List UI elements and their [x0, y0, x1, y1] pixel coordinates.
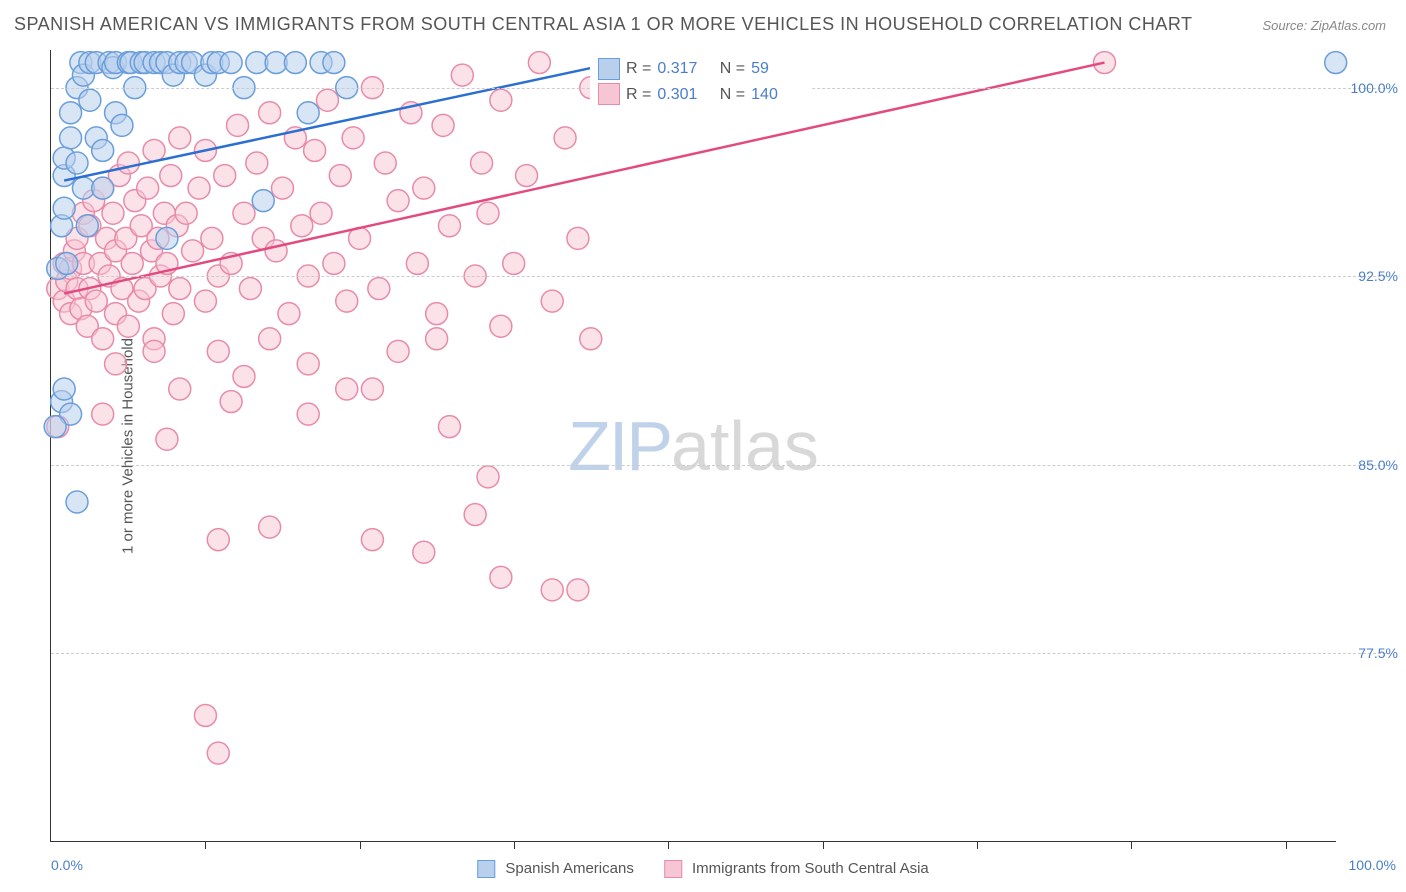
stats-r-val-1: 0.317: [657, 56, 709, 82]
stats-swatch-2: [598, 83, 620, 105]
stats-n-val-1: 59: [751, 56, 803, 82]
stats-n-label-2: N =: [715, 82, 745, 108]
stats-n-val-2: 140: [751, 82, 803, 108]
stats-r-label-1: R =: [626, 56, 651, 82]
stats-r-label-2: R =: [626, 82, 651, 108]
stats-row-2: R = 0.301 N = 140: [598, 82, 803, 108]
y-tick-label: 85.0%: [1358, 457, 1398, 473]
legend-swatch-2: [664, 860, 682, 878]
stats-row-1: R = 0.317 N = 59: [598, 56, 803, 82]
legend-item-1: Spanish Americans: [477, 860, 634, 878]
y-tick-label: 100.0%: [1351, 80, 1398, 96]
legend-label-2: Immigrants from South Central Asia: [692, 860, 929, 877]
y-tick-label: 77.5%: [1358, 645, 1398, 661]
chart-title: SPANISH AMERICAN VS IMMIGRANTS FROM SOUT…: [14, 14, 1193, 35]
x-axis-max: 100.0%: [1349, 857, 1396, 873]
stats-r-val-2: 0.301: [657, 82, 709, 108]
legend-swatch-1: [477, 860, 495, 878]
scatter-svg: [51, 50, 1336, 841]
source-label: Source: ZipAtlas.com: [1262, 18, 1386, 33]
y-tick-label: 92.5%: [1358, 268, 1398, 284]
x-axis-min: 0.0%: [51, 857, 83, 873]
stats-box: R = 0.317 N = 59 R = 0.301 N = 140: [590, 52, 811, 111]
stats-n-label-1: N =: [715, 56, 745, 82]
chart-plot-area: ZIPatlas 0.0% 100.0% 100.0%92.5%85.0%77.…: [50, 50, 1336, 842]
legend-label-1: Spanish Americans: [505, 860, 633, 877]
legend: Spanish Americans Immigrants from South …: [477, 860, 929, 878]
legend-item-2: Immigrants from South Central Asia: [664, 860, 929, 878]
stats-swatch-1: [598, 58, 620, 80]
